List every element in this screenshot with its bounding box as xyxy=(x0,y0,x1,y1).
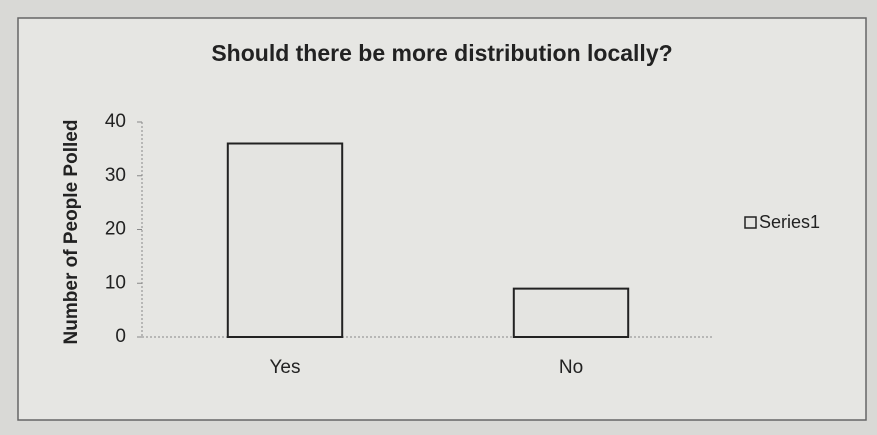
bar xyxy=(512,287,630,338)
y-tick-label: 30 xyxy=(105,165,126,186)
y-tick-label: 10 xyxy=(105,272,126,293)
chart-title: Should there be more distribution locall… xyxy=(211,40,672,66)
x-tick-label: Yes xyxy=(270,357,301,378)
legend-swatch xyxy=(744,216,757,229)
bar xyxy=(226,142,344,338)
chart-frame xyxy=(17,17,867,421)
y-tick-label: 0 xyxy=(115,326,126,347)
y-axis-label: Number of People Polled xyxy=(61,120,82,345)
y-tick-label: 20 xyxy=(105,219,126,240)
x-tick-label: No xyxy=(559,357,583,378)
y-tick-label: 40 xyxy=(105,111,126,132)
legend-label: Series1 xyxy=(759,212,820,232)
